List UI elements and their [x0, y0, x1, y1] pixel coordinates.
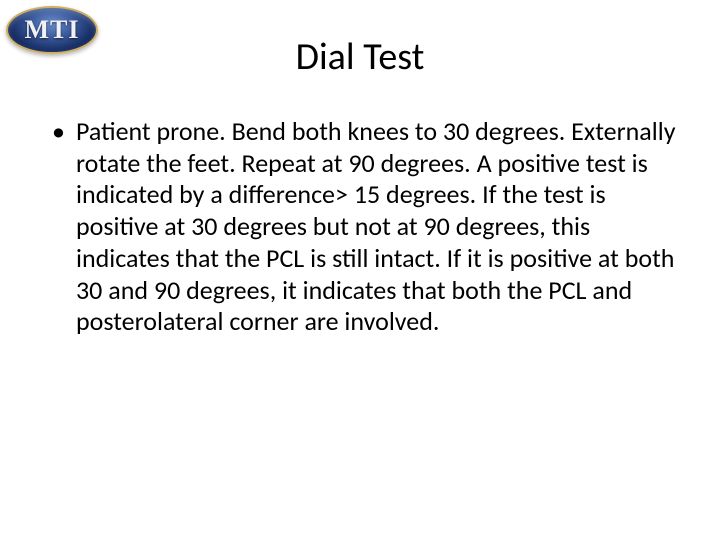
bullet-list: Patient prone. Bend both knees to 30 deg…: [50, 116, 680, 338]
slide: MTI Dial Test Patient prone. Bend both k…: [0, 0, 720, 540]
slide-body: Patient prone. Bend both knees to 30 deg…: [50, 116, 680, 338]
slide-title: Dial Test: [0, 34, 720, 80]
list-item: Patient prone. Bend both knees to 30 deg…: [50, 116, 680, 338]
